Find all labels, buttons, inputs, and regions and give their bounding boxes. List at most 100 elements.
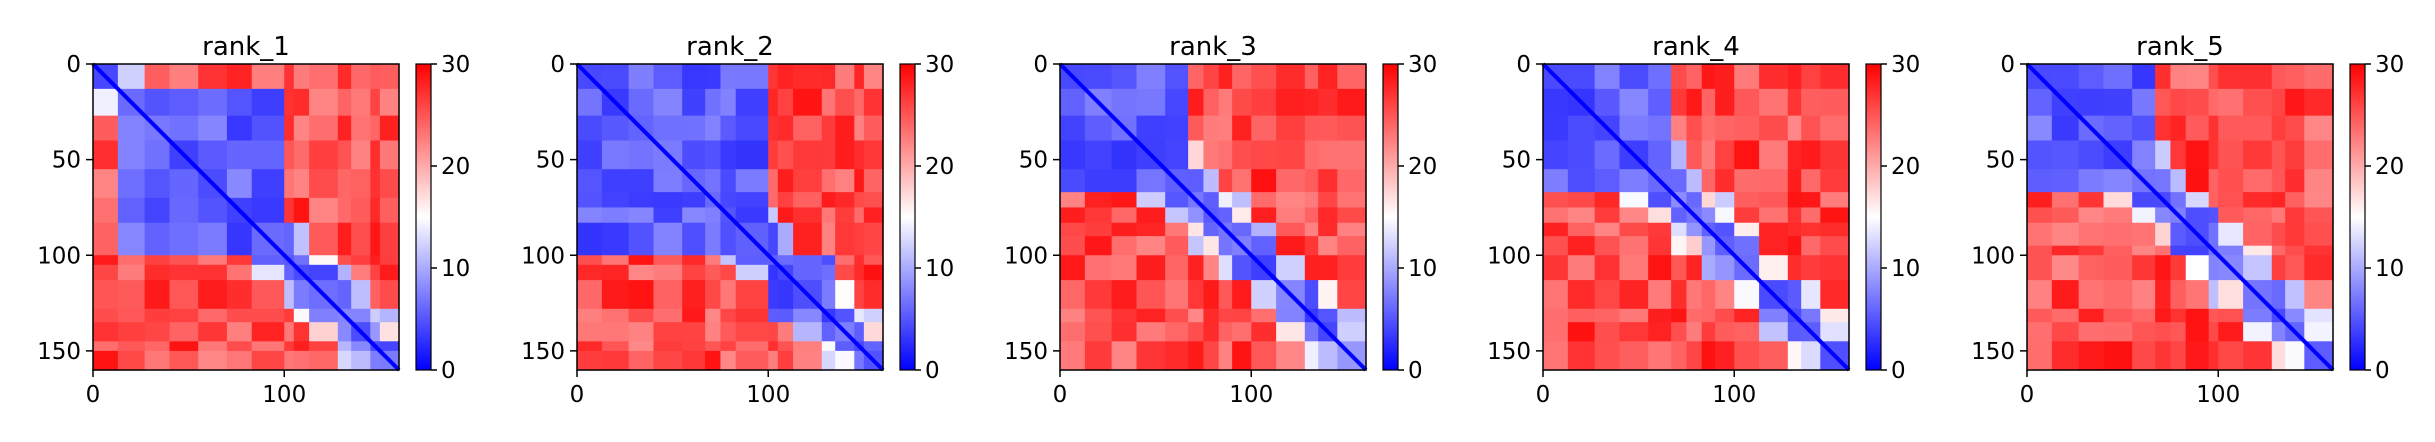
- heatmap-cell: [1787, 322, 1802, 342]
- heatmap-cell: [1188, 88, 1205, 117]
- heatmap-cell: [2051, 222, 2080, 247]
- heatmap-cell: [1337, 88, 1367, 117]
- heatmap-cell: [835, 341, 855, 352]
- heatmap-cell: [1084, 280, 1113, 310]
- heatmap-cell: [854, 207, 865, 224]
- heatmap-cell: [1084, 140, 1113, 170]
- heatmap-cell: [2208, 255, 2219, 281]
- heatmap-cell: [705, 264, 722, 281]
- heatmap-cell: [768, 64, 779, 90]
- heatmap-cell: [284, 88, 295, 117]
- heatmap-cell: [2027, 140, 2053, 170]
- heatmap-cell: [1759, 341, 1789, 371]
- heatmap-cell: [863, 341, 884, 352]
- heatmap-cell: [601, 192, 630, 209]
- heatmap-cell: [1594, 255, 1621, 281]
- heatmap-cell: [226, 280, 253, 310]
- heatmap-cell: [577, 207, 603, 224]
- heatmap-cell: [768, 341, 779, 352]
- heatmap-cell: [226, 255, 253, 266]
- heatmap-cell: [226, 169, 253, 199]
- heatmap-cell: [2155, 115, 2172, 142]
- heatmap-cell: [793, 308, 823, 323]
- heatmap-cell: [1619, 308, 1649, 323]
- heatmap-cell: [1787, 140, 1802, 170]
- heatmap-cell: [1686, 88, 1703, 117]
- heatmap-cell: [1801, 255, 1821, 281]
- heatmap-cell: [379, 322, 400, 342]
- heatmap-cell: [1820, 222, 1850, 237]
- heatmap-cell: [293, 255, 310, 266]
- heatmap-cell: [1648, 322, 1672, 342]
- heatmap-cell: [1276, 341, 1306, 371]
- heatmap-cell: [2078, 192, 2105, 209]
- heatmap-cell: [835, 169, 855, 193]
- heatmap-cell: [1594, 222, 1621, 237]
- heatmap-cell: [2051, 308, 2080, 323]
- heatmap-cell: [379, 197, 400, 224]
- heatmap-cell: [2271, 207, 2286, 224]
- heatmap-cell: [821, 350, 836, 371]
- heatmap-cell: [1318, 169, 1338, 193]
- heatmap-cell: [117, 308, 146, 323]
- plot-frame: [1542, 63, 1850, 371]
- heatmap-cell: [1787, 169, 1802, 193]
- heatmap-cell: [1759, 88, 1789, 117]
- heatmap-cell: [601, 222, 630, 256]
- heatmap-cell: [1251, 341, 1277, 371]
- heatmap-cell: [1136, 169, 1166, 193]
- heatmap-cell: [2132, 245, 2156, 256]
- heatmap-cell: [863, 264, 884, 281]
- heatmap-cell: [835, 140, 855, 170]
- heatmap-cell: [1567, 255, 1596, 281]
- heatmap-cell: [682, 207, 706, 224]
- heatmap-cell: [863, 308, 884, 323]
- heatmap-cell: [2051, 115, 2080, 142]
- heatmap-cell: [379, 222, 400, 256]
- heatmap-cell: [2051, 255, 2080, 281]
- x-tick-label: 100: [1712, 382, 1756, 408]
- heatmap-cell: [1759, 64, 1789, 90]
- heatmap-cell: [2027, 222, 2053, 247]
- heatmap-cell: [682, 341, 706, 352]
- heatmap-cell: [1203, 222, 1220, 237]
- heatmap-cell: [682, 322, 706, 342]
- heatmap-cell: [793, 255, 823, 266]
- heatmap-cell: [1276, 222, 1306, 237]
- heatmap-cell: [1686, 308, 1703, 323]
- heatmap-cell: [1567, 222, 1596, 237]
- heatmap-cell: [601, 140, 630, 170]
- heatmap-cell: [251, 64, 285, 90]
- heatmap-cell: [1715, 192, 1735, 209]
- heatmap-cell: [2243, 140, 2273, 170]
- heatmap-cell: [793, 88, 823, 117]
- heatmap-cell: [293, 222, 310, 256]
- heatmap-cell: [1715, 222, 1735, 237]
- heatmap-cell: [1318, 255, 1338, 281]
- heatmap-cell: [1619, 236, 1649, 256]
- heatmap-cell: [768, 280, 779, 310]
- heatmap-cell: [768, 350, 779, 371]
- heatmap-cell: [1715, 255, 1735, 281]
- colorbar-tick-label: 30: [925, 52, 954, 78]
- heatmap-cell: [251, 322, 285, 342]
- heatmap-cell: [1567, 236, 1596, 256]
- heatmap-cell: [2304, 169, 2334, 193]
- heatmap-cell: [1337, 308, 1367, 323]
- heatmap-cell: [2285, 140, 2305, 170]
- heatmap-cell: [1276, 255, 1306, 281]
- heatmap-cell: [1203, 255, 1220, 281]
- heatmap-cell: [1304, 169, 1319, 193]
- heatmap-cell: [2027, 192, 2053, 209]
- heatmap-cell: [2243, 341, 2273, 371]
- heatmap-cell: [2185, 341, 2210, 371]
- heatmap-cell: [720, 192, 737, 209]
- heatmap-cell: [601, 64, 630, 90]
- heatmap-cell: [793, 264, 823, 281]
- heatmap-cell: [93, 341, 119, 352]
- heatmap-cell: [1337, 222, 1367, 237]
- heatmap-cell: [2271, 341, 2286, 371]
- heatmap-cell: [854, 169, 865, 193]
- heatmap-cell: [117, 322, 146, 342]
- heatmap-cell: [1060, 308, 1086, 323]
